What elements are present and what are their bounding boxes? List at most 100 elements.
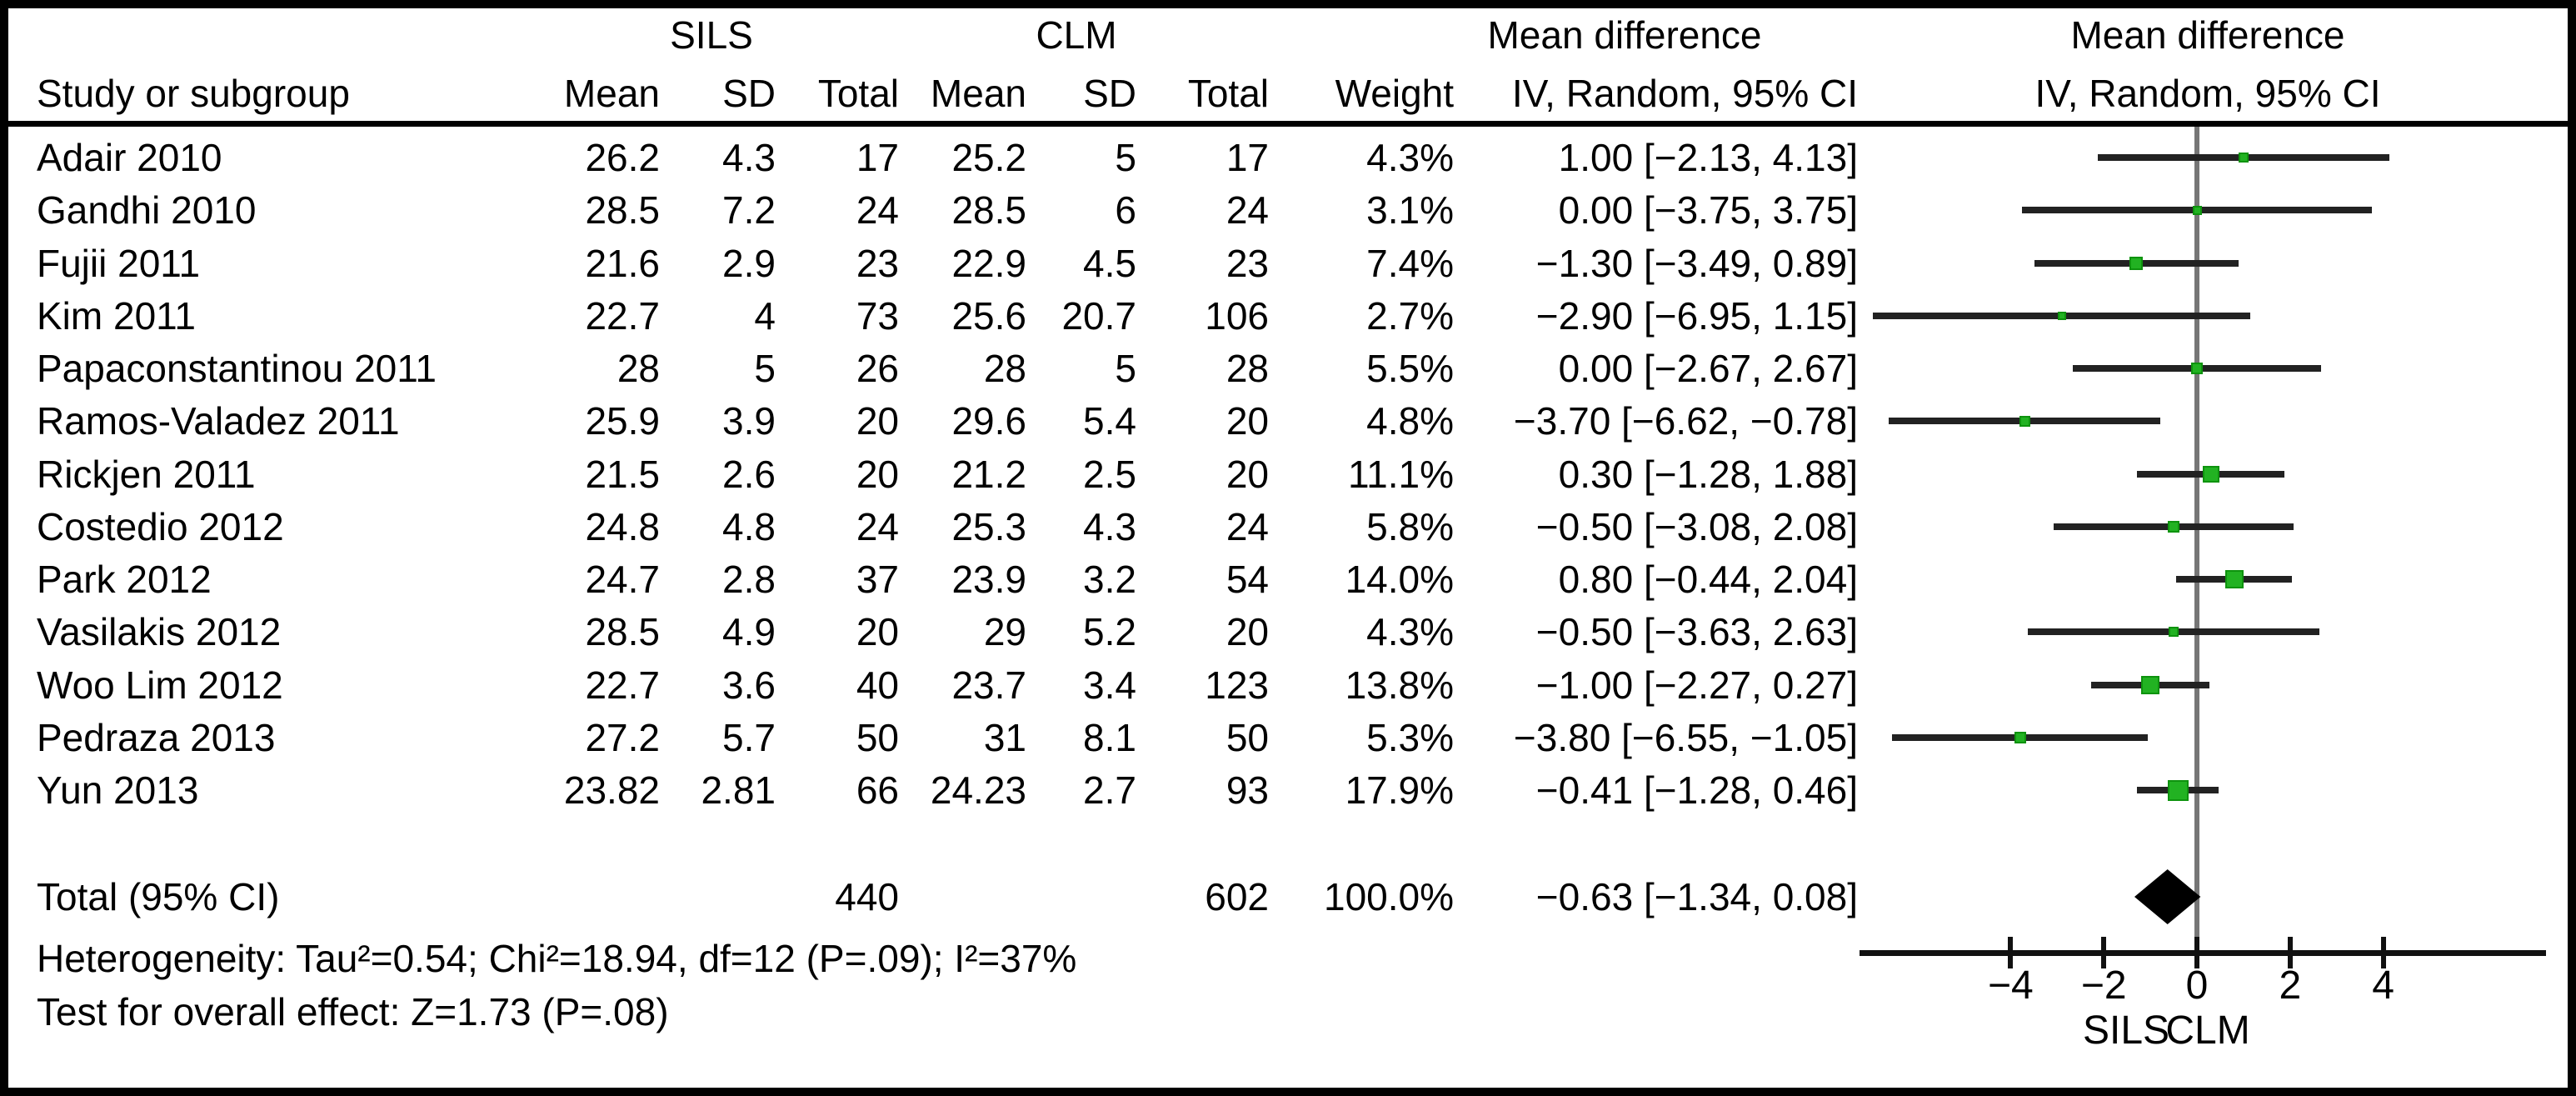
table-row: Ramos-Valadez 2011 25.9 3.9 20 29.6 5.4 20 4.8%… <box>0 395 1858 447</box>
md-ci-text: 0.00 [−3.75, 3.75] <box>1558 188 1858 233</box>
column-header-sils-total: Total <box>817 72 899 115</box>
weight: 4.3% <box>1366 136 1454 179</box>
column-header-weight: Weight <box>1335 72 1454 115</box>
clm-total: 20 <box>1226 399 1269 443</box>
md-ci-text: −3.70 [−6.62, −0.78] <box>1513 399 1858 443</box>
point-marker <box>2167 779 2189 801</box>
study-name: Costedio 2012 <box>37 504 284 548</box>
sils-total: 40 <box>856 663 899 707</box>
total-clm-total: 602 <box>1205 875 1269 918</box>
md-ci-text: 1.00 [−2.13, 4.13] <box>1558 136 1858 179</box>
study-name: Adair 2010 <box>37 136 222 179</box>
clm-total: 20 <box>1226 610 1269 654</box>
sils-sd: 2.9 <box>722 241 776 285</box>
table-row: Costedio 2012 24.8 4.8 24 25.3 4.3 24 5.8% −0.50… <box>0 501 1858 553</box>
clm-total: 54 <box>1226 558 1269 601</box>
point-marker <box>2169 627 2179 638</box>
point-marker <box>2057 311 2066 320</box>
table-row: Adair 2010 26.2 4.3 17 25.2 5 17 4.3% 1.00 [−2.1… <box>0 132 1858 183</box>
table-row: Kim 2011 22.7 4 73 25.6 20.7 106 2.7% −2.90 [−6.… <box>0 290 1858 342</box>
clm-mean: 25.3 <box>951 504 1026 548</box>
study-name: Rickjen 2011 <box>37 452 256 496</box>
sils-mean: 24.7 <box>585 558 660 601</box>
sils-total: 24 <box>856 188 899 233</box>
sils-total: 20 <box>856 452 899 496</box>
weight: 4.3% <box>1366 610 1454 654</box>
sils-sd: 2.6 <box>722 452 776 496</box>
study-name: Kim 2011 <box>37 293 196 338</box>
clm-sd: 5.4 <box>1083 399 1136 443</box>
clm-sd: 20.7 <box>1061 293 1136 338</box>
sils-mean: 23.82 <box>563 768 660 812</box>
study-name: Woo Lim 2012 <box>37 663 283 707</box>
header-separator-line <box>0 121 2576 127</box>
clm-mean: 23.9 <box>951 558 1026 601</box>
weight: 17.9% <box>1345 768 1454 812</box>
study-name: Park 2012 <box>37 558 212 601</box>
md-ci-text: 0.30 [−1.28, 1.88] <box>1558 452 1858 496</box>
sils-total: 20 <box>856 399 899 443</box>
column-header-clm-sd: SD <box>1083 72 1136 115</box>
column-header-study: Study or subgroup <box>37 72 350 115</box>
clm-sd: 2.7 <box>1083 768 1136 812</box>
table-row: Fujii 2011 21.6 2.9 23 22.9 4.5 23 7.4% −1.30 [−… <box>0 238 1858 289</box>
clm-sd: 3.2 <box>1083 558 1136 601</box>
column-header-clm-total: Total <box>1187 72 1269 115</box>
clm-total: 24 <box>1226 504 1269 548</box>
heterogeneity-stats: Heterogeneity: Tau²=0.54; Chi²=18.94, df… <box>37 937 1077 980</box>
sils-sd: 4.3 <box>722 136 776 179</box>
weight: 5.8% <box>1366 504 1454 548</box>
tick-label: 0 <box>2185 963 2209 1008</box>
clm-total: 28 <box>1226 347 1269 390</box>
point-marker <box>2019 415 2030 427</box>
sils-mean: 27.2 <box>585 715 660 759</box>
sils-sd: 4.9 <box>722 610 776 654</box>
clm-sd: 6 <box>1115 188 1136 233</box>
total-md-ci-text: −0.63 [−1.34, 0.08] <box>1535 875 1858 918</box>
zero-line <box>2194 127 2199 953</box>
axis-tick <box>2287 937 2293 968</box>
axis-label-clm: CLM <box>2165 1008 2250 1053</box>
sils-sd: 2.81 <box>701 768 776 812</box>
total-row: Total (95% CI) 440 602 100.0% −0.63 [−1.34, … <box>0 871 1858 923</box>
axis-label-sils: SILS <box>2082 1008 2170 1053</box>
sils-total: 20 <box>856 610 899 654</box>
weight: 3.1% <box>1366 188 1454 233</box>
sils-mean: 26.2 <box>585 136 660 179</box>
mean-difference-header-right: Mean difference <box>2070 13 2345 57</box>
column-header-ivci-left: IV, Random, 95% CI <box>1511 72 1858 115</box>
study-name: Pedraza 2013 <box>37 715 276 759</box>
clm-mean: 31 <box>983 715 1026 759</box>
md-ci-text: 0.80 [−0.44, 2.04] <box>1558 558 1858 601</box>
summary-diamond <box>2134 869 2201 924</box>
axis-tick <box>2101 937 2107 968</box>
clm-total: 106 <box>1205 293 1269 338</box>
table-row: Papaconstantinou 2011 28 5 26 28 5 28 5.5% 0.00 … <box>0 343 1858 394</box>
md-ci-text: −1.00 [−2.27, 0.27] <box>1535 663 1858 707</box>
clm-mean: 22.9 <box>951 241 1026 285</box>
sils-sd: 7.2 <box>722 188 776 233</box>
point-marker <box>2141 675 2160 694</box>
point-marker <box>2168 520 2180 533</box>
weight: 5.3% <box>1366 715 1454 759</box>
point-marker <box>2129 256 2144 270</box>
point-marker <box>2202 465 2219 483</box>
sils-mean: 28 <box>617 347 660 390</box>
sils-sd: 2.8 <box>722 558 776 601</box>
md-ci-text: −1.30 [−3.49, 0.89] <box>1535 241 1858 285</box>
point-marker <box>2224 570 2244 588</box>
study-name: Gandhi 2010 <box>37 188 257 233</box>
clm-mean: 28.5 <box>951 188 1026 233</box>
sils-total: 24 <box>856 504 899 548</box>
weight: 11.1% <box>1347 452 1454 496</box>
clm-mean: 23.7 <box>951 663 1026 707</box>
clm-total: 17 <box>1226 136 1269 179</box>
point-marker <box>2192 205 2202 215</box>
table-row: Yun 2013 23.82 2.81 66 24.23 2.7 93 17.9% −0.41 … <box>0 764 1858 816</box>
study-name: Vasilakis 2012 <box>37 610 282 654</box>
clm-sd: 5 <box>1115 347 1136 390</box>
sils-mean: 24.8 <box>585 504 660 548</box>
column-header-sils-mean: Mean <box>563 72 660 115</box>
clm-total: 20 <box>1226 452 1269 496</box>
